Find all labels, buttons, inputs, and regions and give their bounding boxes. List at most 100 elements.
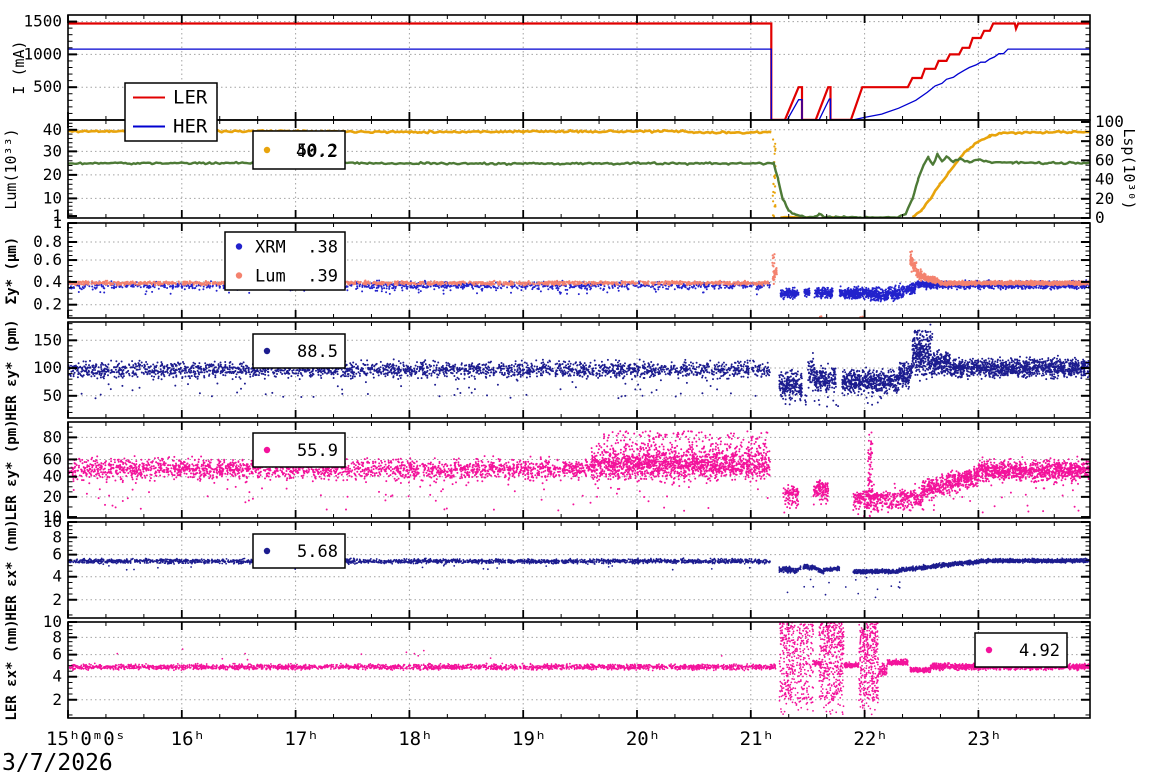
svg-text:50: 50	[43, 386, 62, 405]
axis-ticks	[67, 222, 1090, 318]
svg-text:8: 8	[52, 527, 62, 546]
series-her-ex	[68, 557, 1090, 599]
svg-text:100: 100	[1095, 112, 1124, 131]
svg-text:6: 6	[52, 645, 62, 664]
svg-text:40: 40	[43, 120, 62, 139]
panel-frame	[67, 119, 1091, 219]
svg-text:20: 20	[43, 165, 62, 184]
series-HER-current	[68, 48, 1090, 120]
svg-text:100: 100	[33, 358, 62, 377]
axis-ticks	[67, 621, 1090, 718]
svg-text:1: 1	[52, 206, 62, 225]
svg-text:1500: 1500	[23, 12, 62, 31]
gridlines	[68, 522, 1090, 618]
ytick-labels: 50 100 150	[33, 330, 62, 404]
svg-text:2: 2	[52, 690, 62, 709]
svg-text:0: 0	[1095, 208, 1105, 227]
svg-text:8: 8	[52, 627, 62, 646]
svg-text:4: 4	[52, 567, 62, 586]
svg-text:4: 4	[52, 667, 62, 686]
series-lum-recovery	[911, 129, 1090, 218]
svg-text:150: 150	[33, 330, 62, 349]
axis-label-beam-currents: I (mA)	[10, 40, 28, 94]
gridlines	[68, 223, 1090, 318]
ytick-labels: 0.2 0.4 0.60.81	[33, 213, 62, 314]
axis-ticks	[67, 119, 1090, 219]
legend-ler-emittance-x: 4.92	[974, 632, 1068, 668]
axis-ticks	[67, 421, 1090, 519]
svg-text:20ʰ: 20ʰ	[626, 728, 660, 750]
panel-sigma-y: 0.2 0.4 0.60.81 Σy* (µm)	[4, 213, 1091, 319]
gridlines	[68, 15, 1090, 120]
svg-text:Lum: Lum	[255, 267, 286, 287]
svg-text:40: 40	[1095, 170, 1114, 189]
date-label: 3/7/2026	[2, 750, 113, 776]
svg-text:15ʰ0ᵐ0ˢ: 15ʰ0ᵐ0ˢ	[46, 728, 126, 750]
ytick-labels: 500 1000 1500	[23, 12, 62, 97]
svg-text:0.8: 0.8	[33, 232, 62, 251]
axis-label-luminosity: Lum(10³³)	[2, 128, 20, 209]
axis-label-ler-emittance-y: LER εy* (pm)	[4, 419, 20, 520]
panel-her-emittance-y: 50 100 150 HER εy* (pm)	[4, 319, 1091, 421]
legend-beam-currents: LER HER	[124, 82, 218, 142]
svg-text:HER: HER	[173, 116, 208, 138]
svg-text:80: 80	[43, 427, 62, 446]
svg-text:.39: .39	[307, 267, 338, 287]
gridlines	[68, 622, 1090, 718]
svg-text:18ʰ: 18ʰ	[398, 728, 432, 750]
svg-text:0.6: 0.6	[33, 250, 62, 269]
axis-ticks	[67, 521, 1090, 618]
xtick-labels: 15ʰ0ᵐ0ˢ 16ʰ 17ʰ 18ʰ 19ʰ 20ʰ 21ʰ 22ʰ 23ʰ	[46, 728, 1002, 750]
legend-ler-emittance-y: 55.9	[252, 432, 346, 468]
svg-text:1: 1	[52, 213, 62, 232]
axis-label-ler-emittance-x: LER εx* (nm)	[4, 619, 20, 720]
legend-her-emittance-y: 88.5	[252, 333, 346, 369]
svg-text:50.2: 50.2	[297, 141, 338, 161]
svg-text:0.4: 0.4	[33, 272, 62, 291]
axis-label-her-emittance-x: HER εx* (nm)	[4, 519, 20, 620]
svg-text:6: 6	[52, 545, 62, 564]
svg-text:22ʰ: 22ʰ	[853, 728, 887, 750]
svg-text:60: 60	[43, 449, 62, 468]
panel-frame	[67, 621, 1091, 719]
legend-sigma-y: XRM .38 Lum .39	[224, 231, 346, 291]
legend-luminosity: 50.240.2	[252, 130, 346, 170]
svg-text:10: 10	[43, 507, 62, 526]
svg-text:0.2: 0.2	[33, 295, 62, 314]
svg-text:40.2: 40.2	[296, 142, 337, 162]
panel-frame	[67, 321, 1091, 419]
panel-frame	[67, 521, 1091, 619]
svg-text:20: 20	[43, 487, 62, 506]
svg-text:21ʰ: 21ʰ	[740, 728, 774, 750]
series-ler-ey	[68, 430, 1090, 518]
panel-frame	[67, 222, 1091, 319]
svg-text:55.9: 55.9	[297, 441, 338, 461]
svg-text:30: 30	[43, 141, 62, 160]
series-lum-drop	[771, 138, 777, 218]
svg-text:4.92: 4.92	[1019, 641, 1060, 661]
gridlines	[68, 120, 1090, 218]
svg-text:16ʰ: 16ʰ	[171, 728, 205, 750]
svg-text:17ʰ: 17ʰ	[284, 728, 318, 750]
legend-her-emittance-x: 5.68	[252, 533, 346, 569]
panel-frame	[67, 421, 1091, 519]
svg-text:60: 60	[1095, 150, 1114, 169]
svg-text:2: 2	[52, 590, 62, 609]
svg-text:LER: LER	[173, 87, 208, 109]
axis-ticks	[67, 322, 1090, 419]
svg-text:23ʰ: 23ʰ	[967, 728, 1001, 750]
svg-text:20: 20	[1095, 189, 1114, 208]
axis-label-sigma-y: Σy* (µm)	[4, 237, 20, 304]
svg-text:40: 40	[43, 467, 62, 486]
axis-label-her-emittance-y: HER εy* (pm)	[4, 319, 20, 420]
svg-text:.38: .38	[307, 238, 338, 258]
